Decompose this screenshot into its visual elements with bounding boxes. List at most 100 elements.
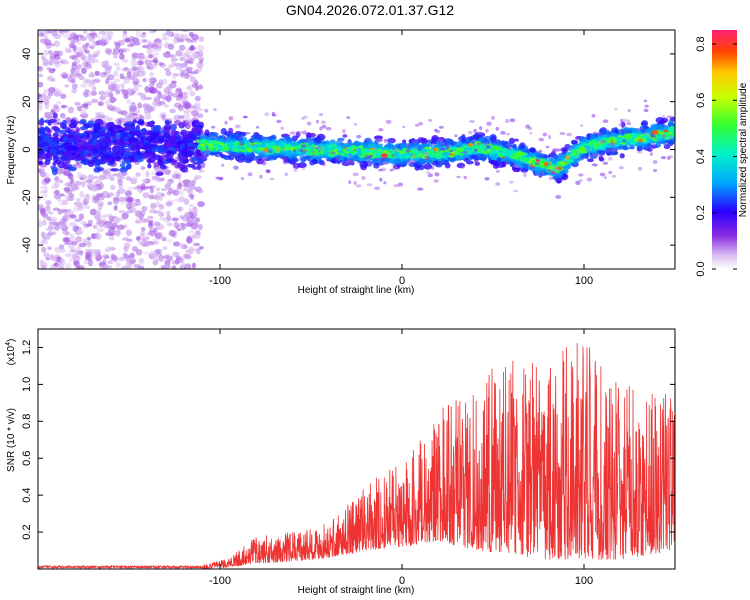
spectrogram-cell <box>313 151 321 156</box>
spectrogram-cell <box>76 227 84 235</box>
spectrogram-cell <box>185 60 192 64</box>
spectrogram-cell <box>75 36 80 42</box>
spectrogram-cell <box>244 141 249 145</box>
spectrogram-cell <box>45 152 53 158</box>
spectrogram-cell <box>180 34 189 40</box>
spectrogram-cell <box>75 38 82 46</box>
spectrogram-cell <box>68 222 77 227</box>
spectrogram-cell <box>183 110 191 114</box>
spectrogram-cell <box>198 246 204 250</box>
spectrogram-cell <box>534 162 540 165</box>
spectrogram-cell <box>165 253 170 258</box>
spectrogram-cell <box>138 66 145 72</box>
spectrogram-cell <box>38 103 44 110</box>
spectrogram-cell <box>197 201 205 208</box>
spectrogram-cell <box>208 143 215 149</box>
spectrogram-cell <box>436 151 441 155</box>
spectrogram-cell <box>178 115 185 119</box>
spectrogram-cell <box>87 257 92 262</box>
spectrogram-cell <box>278 141 287 146</box>
spectrogram-cell <box>176 38 185 43</box>
spectrogram-cell <box>364 149 370 153</box>
spectrogram-cell <box>109 96 116 104</box>
spectrogram-cell <box>638 166 643 171</box>
spectrogram-cell <box>54 156 61 160</box>
spectrogram-cell <box>489 150 494 156</box>
spectrogram-cell <box>512 169 517 173</box>
spectrogram-cell <box>46 139 53 145</box>
spectrogram-cell <box>358 154 365 159</box>
spectrogram-cell <box>543 161 549 167</box>
spectrogram-cell <box>140 230 145 236</box>
spectrogram-cell <box>579 124 584 127</box>
spectrogram-cell <box>164 32 172 36</box>
spectrogram-cell <box>98 128 104 133</box>
spectrogram-cell <box>490 136 497 143</box>
spectrogram-cell <box>52 112 58 119</box>
spectrogram-cell <box>43 119 51 123</box>
spectrogram-cell <box>66 154 76 161</box>
spectrogram-cell <box>315 156 321 161</box>
spectrogram-cell <box>138 258 145 266</box>
spectrogram-cell <box>38 136 44 142</box>
spectrogram-cell <box>555 194 562 199</box>
spectrogram-cell <box>92 195 99 201</box>
spectrogram-cell <box>38 73 43 78</box>
spectrogram-cell <box>152 259 159 266</box>
spectrogram-cell <box>54 176 60 182</box>
spectrogram-cell <box>157 177 165 182</box>
spectrogram-cell <box>393 158 403 165</box>
spectrogram-cell <box>38 81 44 88</box>
spectrogram-cell <box>189 90 196 97</box>
spectrogram-cell <box>466 160 474 165</box>
spectrogram-cell <box>119 48 124 55</box>
spectrogram-cell <box>198 36 204 42</box>
spectrogram-cell <box>185 221 193 227</box>
spectrogram-cell <box>153 52 160 56</box>
spectrogram-cell <box>176 257 184 264</box>
spectrogram-cell <box>111 222 118 228</box>
spectrogram-cell <box>496 156 502 163</box>
spectrogram-cell <box>178 121 186 129</box>
spectrogram-cell <box>68 123 77 129</box>
spectrogram-cell <box>479 154 486 159</box>
spectrogram-cell <box>123 254 130 259</box>
spectrogram-cell <box>651 142 656 146</box>
spectrogram-cell <box>143 251 150 255</box>
spectrogram-cell <box>630 132 638 138</box>
spectrogram-cell <box>145 170 150 178</box>
spectrogram-cell <box>153 46 162 52</box>
spectrogram-cell <box>149 186 154 194</box>
spectrogram-cell <box>58 179 64 184</box>
spectrogram-cell <box>46 207 51 213</box>
spectrogram-cell <box>62 230 70 235</box>
spectrogram-cell <box>105 265 113 269</box>
spectrogram-cell <box>183 198 190 205</box>
spectrogram-cell <box>103 255 110 260</box>
spectrogram-cell <box>190 109 199 116</box>
spectrogram-cell <box>164 67 171 72</box>
spectrogram-cell <box>253 143 260 148</box>
spectrogram-cell <box>245 153 255 159</box>
spectrogram-cell <box>171 217 179 222</box>
spectrogram-cell <box>61 73 68 79</box>
spectrogram-cell <box>433 128 438 133</box>
spectrogram-cell <box>97 111 105 119</box>
spectrogram-cell <box>134 201 142 206</box>
spectrogram-cell <box>43 252 51 258</box>
spectrogram-cell <box>647 148 653 152</box>
spectrogram-cell <box>554 166 559 171</box>
spectrogram-cell <box>169 124 177 131</box>
spectrogram-cell <box>162 104 170 108</box>
spectrogram-cell <box>359 160 369 168</box>
spectrogram-cell <box>183 263 192 269</box>
spectrogram-cell <box>172 189 177 195</box>
spectrogram-cell <box>87 259 93 267</box>
spectrogram-cell <box>71 83 78 90</box>
spectrogram-cell <box>67 37 73 41</box>
spectrogram-cell <box>108 235 115 241</box>
spectrogram-cell <box>82 140 89 148</box>
spectrogram-cell <box>70 79 76 84</box>
spectrogram-cell <box>80 160 86 164</box>
spectrogram-cell <box>656 123 665 130</box>
